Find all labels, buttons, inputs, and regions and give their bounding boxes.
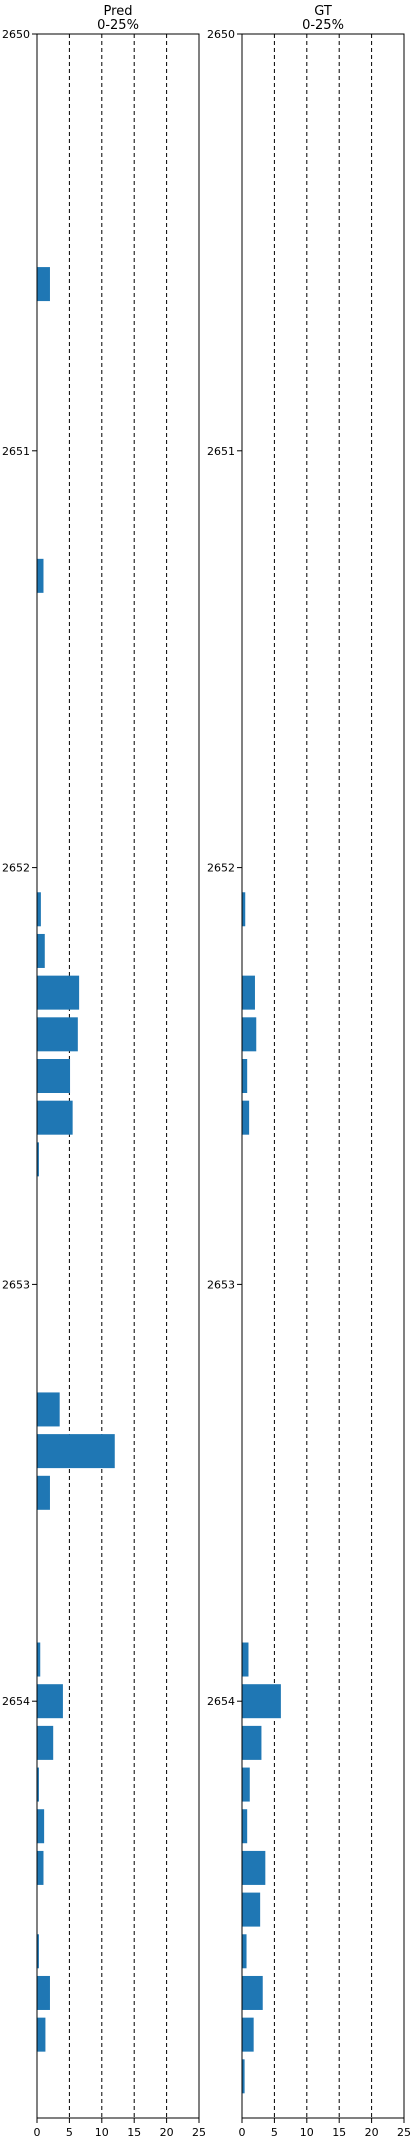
bar [37, 975, 80, 1010]
bar [37, 1809, 45, 1844]
bar [37, 1475, 50, 1510]
bar [37, 1642, 41, 1677]
x-tick-label: 0 [34, 2126, 41, 2138]
x-tick-label: 20 [365, 2126, 379, 2138]
bar [242, 975, 255, 1010]
y-tick-label: 2652 [207, 862, 235, 875]
bar [242, 1809, 248, 1844]
bar [37, 267, 50, 302]
y-tick-label: 2650 [2, 28, 30, 41]
x-tick-label: 10 [95, 2126, 109, 2138]
y-tick-label: 2654 [207, 1695, 235, 1708]
bar [37, 933, 45, 968]
bar [242, 1725, 262, 1760]
bar [37, 558, 44, 593]
bar [37, 1725, 54, 1760]
bar [242, 1975, 263, 2010]
chart-subtitle: 0-25% [97, 18, 139, 33]
y-tick-label: 2651 [207, 445, 235, 458]
x-tick-label: 20 [160, 2126, 174, 2138]
y-tick-label: 2653 [2, 1278, 30, 1291]
bar [37, 1434, 115, 1469]
bar [37, 1684, 63, 1719]
x-tick-label: 15 [332, 2126, 346, 2138]
plot-frame [241, 33, 405, 2119]
bar [242, 1642, 249, 1677]
bar [242, 1892, 261, 1927]
bar [37, 1975, 50, 2010]
bar [242, 1850, 266, 1885]
y-tick-label: 2654 [2, 1695, 30, 1708]
y-tick-label: 2651 [2, 445, 30, 458]
bar [37, 1392, 60, 1427]
y-tick-label: 2652 [2, 862, 30, 875]
y-tick-label: 2653 [207, 1278, 235, 1291]
x-tick-label: 25 [397, 2126, 411, 2138]
bar [242, 1934, 247, 1969]
bar [37, 2017, 46, 2052]
bar [242, 892, 246, 927]
x-tick-label: 25 [192, 2126, 206, 2138]
x-tick-label: 0 [239, 2126, 246, 2138]
bar [242, 2059, 245, 2094]
x-tick-label: 15 [127, 2126, 141, 2138]
bar [37, 1017, 78, 1052]
chart-title: Pred [104, 4, 133, 19]
bar [242, 1059, 248, 1093]
x-tick-label: 5 [271, 2126, 278, 2138]
bar [242, 2017, 254, 2052]
bar [37, 1767, 39, 1802]
bar [37, 1934, 39, 1969]
chart-subtitle: 0-25% [302, 18, 344, 33]
bar [37, 1100, 73, 1135]
x-tick-label: 5 [66, 2126, 73, 2138]
x-tick-label: 10 [300, 2126, 314, 2138]
bar [37, 1142, 39, 1177]
bar [37, 892, 41, 927]
bar [37, 1850, 44, 1885]
bar [242, 1100, 250, 1135]
bar [242, 1017, 257, 1052]
chart-title: GT [314, 4, 332, 19]
bar [242, 1767, 250, 1802]
y-tick-label: 2650 [207, 28, 235, 41]
bar [242, 1684, 281, 1719]
bar [37, 1059, 71, 1093]
plot-frame [36, 33, 200, 2119]
